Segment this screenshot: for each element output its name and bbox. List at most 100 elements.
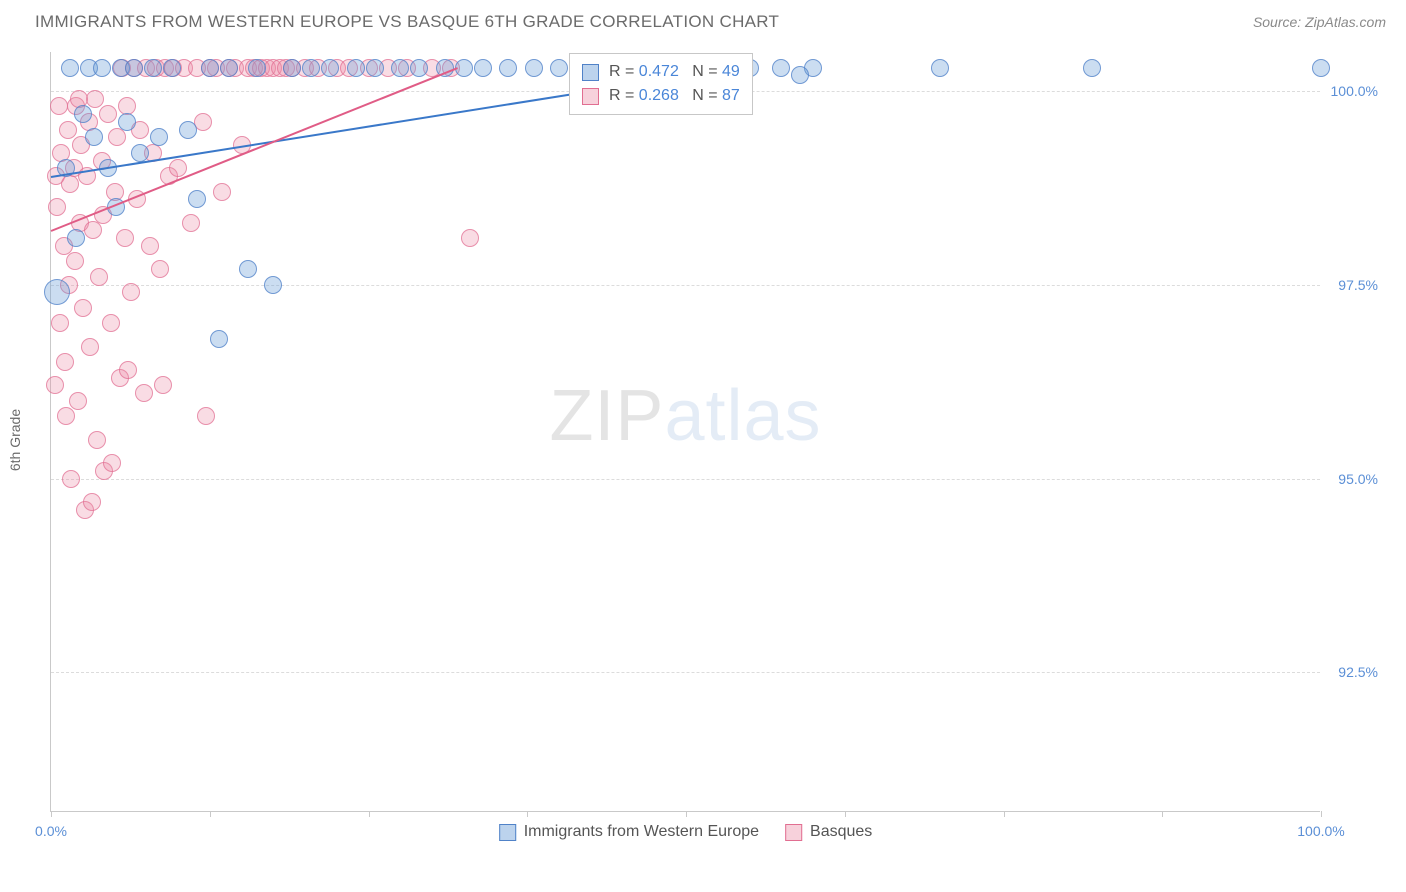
stats-legend: R = 0.472 N = 49R = 0.268 N = 87 — [569, 53, 753, 115]
data-point — [220, 59, 238, 77]
legend-swatch — [582, 88, 599, 105]
y-tick-label: 97.5% — [1338, 277, 1378, 293]
data-point — [62, 470, 80, 488]
data-point — [151, 260, 169, 278]
data-point — [51, 314, 69, 332]
legend-item: Basques — [785, 823, 872, 841]
stats-row: R = 0.472 N = 49 — [582, 60, 740, 84]
trend-line — [51, 68, 458, 233]
data-point — [83, 493, 101, 511]
watermark: ZIPatlas — [549, 375, 821, 457]
stats-row: R = 0.268 N = 87 — [582, 84, 740, 108]
data-point — [131, 144, 149, 162]
data-point — [347, 59, 365, 77]
data-point — [69, 392, 87, 410]
y-axis-label: 6th Grade — [7, 408, 23, 470]
data-point — [86, 90, 104, 108]
x-tick — [1162, 811, 1163, 817]
legend-swatch — [499, 824, 516, 841]
data-point — [74, 299, 92, 317]
data-point — [88, 431, 106, 449]
legend-swatch — [785, 824, 802, 841]
data-point — [48, 198, 66, 216]
data-point — [391, 59, 409, 77]
data-point — [321, 59, 339, 77]
data-point — [197, 407, 215, 425]
data-point — [103, 454, 121, 472]
data-point — [550, 59, 568, 77]
data-point — [59, 121, 77, 139]
x-tick — [51, 811, 52, 817]
x-tick — [686, 811, 687, 817]
x-tick — [1321, 811, 1322, 817]
data-point — [248, 59, 266, 77]
data-point — [67, 229, 85, 247]
data-point — [772, 59, 790, 77]
legend-item: Immigrants from Western Europe — [499, 823, 759, 841]
data-point — [169, 159, 187, 177]
data-point — [525, 59, 543, 77]
data-point — [122, 283, 140, 301]
data-point — [74, 105, 92, 123]
data-point — [1083, 59, 1101, 77]
data-point — [154, 376, 172, 394]
data-point — [66, 252, 84, 270]
data-point — [119, 361, 137, 379]
data-point — [163, 59, 181, 77]
data-point — [84, 221, 102, 239]
data-point — [46, 376, 64, 394]
data-point — [213, 183, 231, 201]
data-point — [366, 59, 384, 77]
data-point — [201, 59, 219, 77]
gridline — [51, 285, 1320, 286]
data-point — [99, 105, 117, 123]
stats-text: R = 0.268 N = 87 — [609, 84, 740, 108]
data-point — [283, 59, 301, 77]
source-attribution: Source: ZipAtlas.com — [1253, 14, 1386, 30]
bottom-legend: Immigrants from Western Europe Basques — [499, 823, 873, 841]
stats-text: R = 0.472 N = 49 — [609, 60, 740, 84]
data-point — [61, 59, 79, 77]
x-tick — [527, 811, 528, 817]
data-point — [791, 66, 809, 84]
data-point — [50, 97, 68, 115]
data-point — [188, 190, 206, 208]
data-point — [210, 330, 228, 348]
data-point — [135, 384, 153, 402]
legend-swatch — [582, 64, 599, 81]
legend-label: Basques — [810, 823, 872, 841]
x-tick-label: 0.0% — [35, 823, 67, 839]
x-tick — [845, 811, 846, 817]
data-point — [474, 59, 492, 77]
data-point — [93, 59, 111, 77]
data-point — [85, 128, 103, 146]
data-point — [144, 59, 162, 77]
data-point — [499, 59, 517, 77]
data-point — [57, 407, 75, 425]
data-point — [302, 59, 320, 77]
chart-title: IMMIGRANTS FROM WESTERN EUROPE VS BASQUE… — [35, 12, 779, 32]
data-point — [108, 128, 126, 146]
chart-container: 6th Grade ZIPatlas 92.5%95.0%97.5%100.0%… — [50, 52, 1380, 827]
gridline — [51, 672, 1320, 673]
data-point — [90, 268, 108, 286]
data-point — [118, 113, 136, 131]
data-point — [56, 353, 74, 371]
data-point — [179, 121, 197, 139]
y-tick-label: 95.0% — [1338, 471, 1378, 487]
data-point — [44, 279, 70, 305]
data-point — [81, 338, 99, 356]
data-point — [239, 260, 257, 278]
y-tick-label: 92.5% — [1338, 664, 1378, 680]
x-tick — [1004, 811, 1005, 817]
data-point — [141, 237, 159, 255]
data-point — [116, 229, 134, 247]
data-point — [125, 59, 143, 77]
data-point — [150, 128, 168, 146]
y-tick-label: 100.0% — [1331, 83, 1378, 99]
gridline — [51, 479, 1320, 480]
data-point — [1312, 59, 1330, 77]
data-point — [461, 229, 479, 247]
legend-label: Immigrants from Western Europe — [524, 823, 759, 841]
data-point — [102, 314, 120, 332]
